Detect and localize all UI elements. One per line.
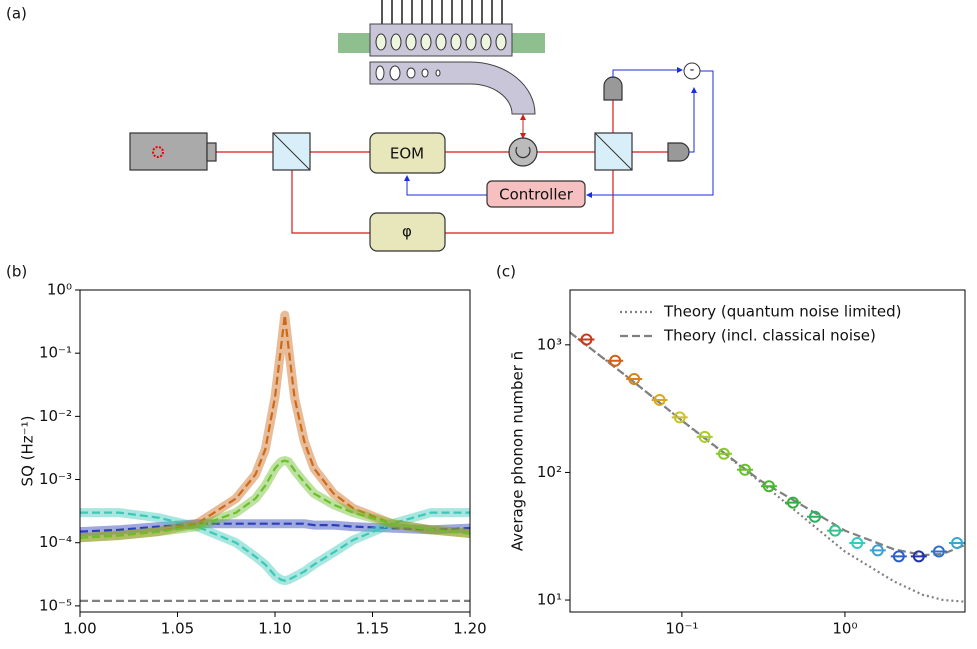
detector xyxy=(667,142,690,162)
control-wire xyxy=(404,175,487,196)
y-tick-label: 10⁻¹ xyxy=(39,344,72,362)
data-point xyxy=(808,510,821,523)
fit-line xyxy=(570,331,965,603)
spectrum-band xyxy=(80,310,470,543)
panel-label: (b) xyxy=(6,263,27,281)
plot-area xyxy=(80,310,470,602)
y-tick-label: 10¹ xyxy=(537,591,562,609)
controller-label: Controller xyxy=(499,186,574,204)
laser-source xyxy=(152,146,164,158)
circulator-arrow xyxy=(515,146,531,159)
x-tick-label: 1.15 xyxy=(356,620,389,638)
eom-label: EOM xyxy=(390,145,424,163)
data-point xyxy=(932,545,945,558)
panel-label: (a) xyxy=(6,5,27,23)
data-point xyxy=(717,447,730,460)
beam-splitter xyxy=(594,132,633,171)
data-point xyxy=(892,550,905,563)
x-tick-label: 10⁻¹ xyxy=(665,620,698,638)
y-tick-label: 10⁻⁵ xyxy=(39,596,72,614)
data-point xyxy=(786,496,799,509)
y-tick-label: 10⁰ xyxy=(47,281,72,299)
y-tick-label: 10⁻² xyxy=(39,407,72,425)
panel-label: (c) xyxy=(496,263,516,281)
axes-frame xyxy=(569,289,966,613)
data-point xyxy=(829,524,842,537)
x-tick-label: 1.10 xyxy=(258,620,291,638)
circulator xyxy=(508,137,538,167)
x-tick-label: 1.00 xyxy=(63,620,96,638)
data-point xyxy=(871,544,884,557)
fit-line xyxy=(80,314,470,539)
phase-box xyxy=(369,212,446,252)
data-point xyxy=(951,536,964,549)
y-tick-label: 10⁻⁴ xyxy=(39,533,72,551)
laser xyxy=(129,132,208,171)
y-tick-label: 10² xyxy=(537,463,562,481)
fit-line xyxy=(80,511,470,582)
y-axis-label: SQ (Hz⁻¹) xyxy=(19,416,37,487)
plot-area xyxy=(570,331,965,603)
beam-splitter xyxy=(272,132,311,171)
chart-panel: (b) 1.00 1.05 1.10 1.15 1.20 10⁻⁵ 10⁻⁴ 10⁻³ 10⁻² 1… xyxy=(6,263,487,649)
y-tick-label: 10³ xyxy=(537,335,562,353)
data-point xyxy=(762,480,775,493)
data-point xyxy=(609,354,622,367)
data-point xyxy=(739,463,752,476)
data-point xyxy=(580,333,593,346)
fit-line xyxy=(80,522,470,533)
setup-diagram: (a) EOM φ Controller - xyxy=(6,0,714,252)
data-point xyxy=(912,550,925,563)
subtractor-sign: - xyxy=(690,63,695,78)
legend-label: Theory (incl. classical noise) xyxy=(663,327,876,345)
y-axis-label: Average phonon number n̄ xyxy=(509,351,527,551)
x-tick-label: 10⁰ xyxy=(832,620,857,638)
legend-label: Theory (quantum noise limited) xyxy=(663,303,902,321)
fit-line xyxy=(80,459,470,539)
signal-wire xyxy=(689,87,697,153)
fit-line xyxy=(570,331,965,557)
controller-box xyxy=(486,180,586,208)
chart-panel: (c)10⁻¹10⁰10¹10²10³Feedback gainAverage … xyxy=(496,263,966,649)
y-tick-label: 10⁻³ xyxy=(39,470,72,488)
data-point xyxy=(698,430,711,443)
data-point xyxy=(673,411,686,424)
data-point xyxy=(628,372,641,385)
device xyxy=(338,0,545,115)
signal-wire xyxy=(612,67,683,78)
data-point xyxy=(851,536,864,549)
phase-label: φ xyxy=(402,223,412,241)
axes-frame xyxy=(79,289,471,613)
x-tick-label: 1.05 xyxy=(161,620,194,638)
data-point xyxy=(653,393,666,406)
eom-box xyxy=(369,132,446,174)
detector xyxy=(603,76,623,101)
laser-aperture xyxy=(206,142,217,162)
x-tick-label: 1.20 xyxy=(453,620,486,638)
signal-wire xyxy=(586,70,714,198)
